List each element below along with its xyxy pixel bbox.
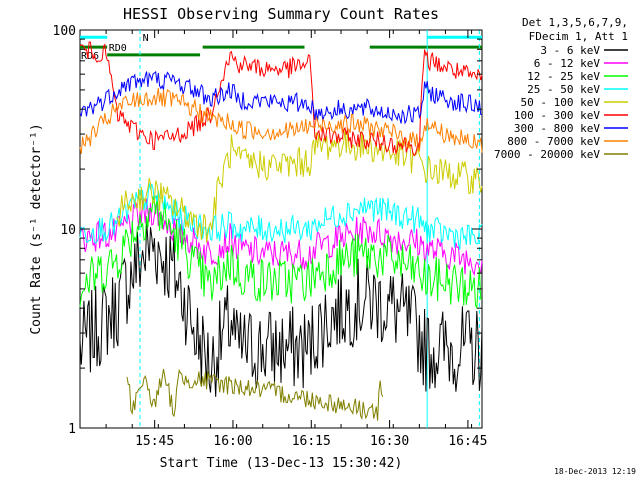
y-tick-label: 1 <box>68 422 76 437</box>
legend-entry-label: 3 - 6 keV <box>540 44 600 57</box>
legend: Det 1,3,5,6,7,9,FDecim 1, Att 13 - 6 keV… <box>494 16 628 161</box>
y-tick-label: 10 <box>60 223 76 238</box>
flag-label: RD6 <box>81 51 99 62</box>
series-line <box>79 70 483 125</box>
series-line <box>79 88 483 154</box>
x-tick-label: 16:30 <box>370 434 409 449</box>
legend-entry-label: 25 - 50 keV <box>527 83 600 96</box>
flag-label: N <box>143 33 149 44</box>
series-line <box>79 221 483 397</box>
legend-entry-label: 12 - 25 keV <box>527 70 600 83</box>
legend-entry-label: 300 - 800 keV <box>514 122 600 135</box>
x-tick-label: 16:45 <box>448 434 487 449</box>
y-axis-label: Count Rate (s⁻¹ detector⁻¹) <box>29 123 44 334</box>
series-line <box>79 195 483 310</box>
chart-title: HESSI Observing Summary Count Rates <box>123 5 439 23</box>
flag-label: RD0 <box>109 43 127 54</box>
footer-stamp: 18-Dec-2013 12:19 <box>554 467 636 476</box>
legend-entry-label: 6 - 12 keV <box>534 57 601 70</box>
tick-layer: 15:45 16:00 16:15 16:30 16:45 1 10 100 <box>53 24 488 449</box>
x-tick-label: 16:00 <box>213 434 252 449</box>
y-tick-label: 100 <box>53 24 76 39</box>
series-layer <box>79 41 483 421</box>
series-line <box>79 41 483 157</box>
legend-entry-label: 50 - 100 keV <box>521 96 601 109</box>
x-tick-label: 15:45 <box>135 434 174 449</box>
legend-header: FDecim 1, Att 1 <box>529 30 628 43</box>
plot-area: N RD0 RD6 15:45 16:00 16:15 16:30 16:45 1 10 100 <box>53 24 488 449</box>
x-axis-label: Start Time (13-Dec-13 15:30:42) <box>160 456 403 471</box>
series-line <box>79 183 483 250</box>
legend-entry-label: 7000 - 20000 keV <box>494 148 600 161</box>
x-tick-label: 16:15 <box>292 434 331 449</box>
legend-entry-label: 800 - 7000 keV <box>507 135 600 148</box>
series-line <box>126 368 384 421</box>
series-line <box>116 128 483 243</box>
legend-header: Det 1,3,5,6,7,9, <box>522 16 628 29</box>
legend-entry-label: 100 - 300 keV <box>514 109 600 122</box>
